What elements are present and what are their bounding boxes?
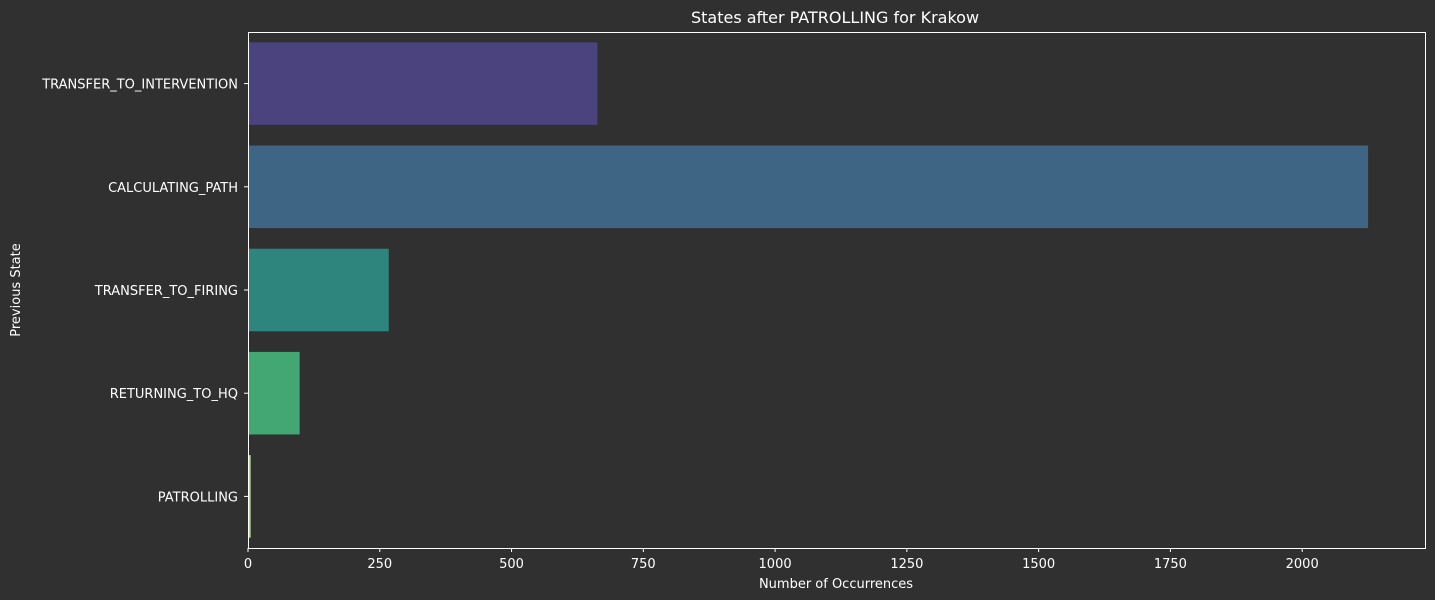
y-tick-label-patrolling: PATROLLING	[158, 490, 238, 505]
bars-group	[248, 42, 1369, 538]
x-tick-label-1000: 1000	[759, 557, 792, 572]
y-tick-label-transfer-to-firing: TRANSFER_TO_FIRING	[94, 284, 238, 299]
y-tick-label-transfer-to-intervention: TRANSFER_TO_INTERVENTION	[41, 78, 238, 93]
x-tick-label-2000: 2000	[1286, 557, 1319, 572]
bar-transfer-to-firing	[248, 248, 389, 332]
x-tick-label-1500: 1500	[1022, 557, 1055, 572]
x-tick-label-500: 500	[499, 557, 524, 572]
bar-patrolling	[248, 455, 251, 538]
x-tick-label-1750: 1750	[1154, 557, 1187, 572]
bar-transfer-to-intervention	[248, 42, 598, 125]
y-axis-label: Previous State	[9, 243, 24, 336]
x-tick-label-1250: 1250	[890, 557, 923, 572]
x-tick-label-250: 250	[367, 557, 392, 572]
x-axis-label: Number of Occurrences	[759, 577, 913, 592]
y-axis-ticks: TRANSFER_TO_INTERVENTION CALCULATING_PATH…	[41, 78, 248, 505]
bar-calculating-path	[248, 145, 1369, 229]
bar-returning-to-hq	[248, 351, 300, 435]
chart-title: States after PATROLLING for Krakow	[691, 8, 979, 27]
plot-frame	[248, 32, 1426, 549]
x-axis-ticks: 0 250 500 750 1000 1250 1500 1750 2000	[244, 548, 1319, 572]
y-tick-label-calculating-path: CALCULATING_PATH	[108, 181, 238, 196]
y-tick-label-returning-to-hq: RETURNING_TO_HQ	[110, 387, 238, 402]
x-tick-label-750: 750	[631, 557, 656, 572]
x-tick-label-0: 0	[244, 557, 252, 572]
